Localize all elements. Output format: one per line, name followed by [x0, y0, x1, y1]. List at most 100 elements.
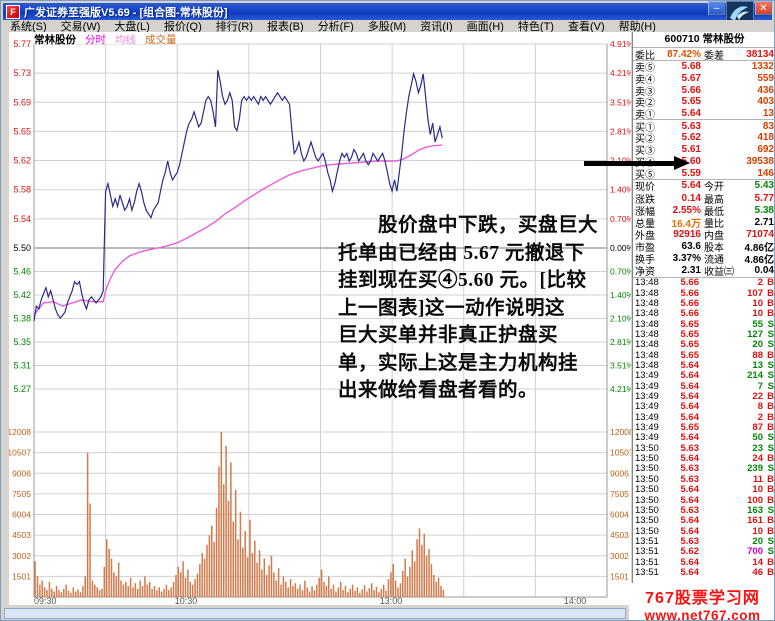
- svg-text:9006: 9006: [610, 468, 629, 478]
- status-bar: [4, 608, 626, 619]
- svg-text:0.00%: 0.00%: [610, 243, 631, 253]
- ask-row: 卖① 5.64 13: [635, 108, 774, 122]
- annotation-line: 托单由已经由 5.67 元撤退下: [338, 242, 585, 264]
- svg-text:2.10%: 2.10%: [610, 314, 631, 324]
- minimize-button[interactable]: –: [708, 1, 725, 15]
- watermark-url: www.net767.com: [644, 608, 761, 621]
- detail-row: 涨跌 0.14 最高 5.77: [635, 192, 774, 206]
- menu-item[interactable]: 大盘(L): [114, 21, 150, 33]
- tick-row: 13:51 5.64 46 B: [635, 566, 774, 578]
- chart-tab-分时[interactable]: 分时: [85, 34, 106, 46]
- tick-row: 13:48 5.66 10 B: [635, 297, 774, 309]
- annotation-line: 单，实际上这是主力机构挂: [338, 352, 579, 374]
- quote-panel: 600710 常林股份 委比 87.42% 委差 38134 卖⑤ 5.68 1332 卖④ 5…: [632, 32, 774, 605]
- annotation-text: 股价盘中下跌，买盘巨大 托单由已经由 5.67 元撤退下 挂到现在买④5.60 元。…: [338, 212, 634, 405]
- tick-row: 13:49 5.65 87 B: [635, 422, 774, 434]
- tick-row: 13:48 5.65 55 S: [635, 318, 774, 330]
- tick-row: 13:48 5.65 88 B: [635, 349, 774, 361]
- svg-text:3002: 3002: [12, 551, 31, 561]
- svg-text:10507: 10507: [610, 448, 631, 458]
- tick-row: 13:48 5.65 127 S: [635, 329, 774, 341]
- svg-text:09:30: 09:30: [34, 596, 57, 605]
- menu-item[interactable]: 资讯(I): [420, 21, 453, 33]
- menu-item[interactable]: 系统(S): [10, 21, 47, 33]
- svg-text:10507: 10507: [9, 448, 31, 458]
- svg-text:14:00: 14:00: [564, 596, 587, 605]
- ask-row: 卖⑤ 5.68 1332: [635, 61, 774, 75]
- tick-row: 13:50 5.63 163 S: [635, 504, 774, 516]
- ask-row: 卖③ 5.66 436: [635, 84, 774, 98]
- bid-row: 买⑤ 5.59 146: [635, 167, 774, 181]
- tick-row: 13:48 5.66 10 B: [635, 308, 774, 320]
- svg-text:3.51%: 3.51%: [610, 361, 631, 371]
- chart-stock-name: 常林股份: [34, 34, 76, 46]
- tick-row: 13:48 5.66 107 B: [635, 287, 774, 299]
- tick-row: 13:50 5.64 10 B: [635, 484, 774, 496]
- svg-text:4.21%: 4.21%: [610, 68, 631, 78]
- ask-row: 卖② 5.65 403: [635, 96, 774, 110]
- svg-text:12008: 12008: [9, 427, 31, 437]
- svg-text:5.42: 5.42: [13, 290, 31, 300]
- separator: [633, 60, 774, 61]
- svg-text:1501: 1501: [610, 571, 629, 581]
- weibi-row: 委比 87.42% 委差 38134: [635, 48, 774, 62]
- annotation-line: 巨大买单并非真正护盘买: [338, 325, 559, 346]
- svg-text:6004: 6004: [610, 510, 629, 520]
- svg-text:5.77: 5.77: [13, 39, 31, 49]
- svg-text:1.40%: 1.40%: [610, 185, 631, 195]
- title-bar[interactable]: F 广发证券至强版V5.69 - [组合图-常林股份]: [3, 3, 772, 20]
- menu-item[interactable]: 多股(M): [367, 21, 407, 33]
- window-title: 广发证券至强版V5.69 - [组合图-常林股份]: [24, 6, 228, 19]
- tick-row: 13:50 5.63 23 S: [635, 442, 774, 454]
- svg-text:5.62: 5.62: [13, 156, 31, 166]
- detail-row: 市盈 63.6 股本 4.86亿: [635, 240, 774, 254]
- svg-text:7505: 7505: [610, 489, 629, 499]
- tick-row: 13:49 5.64 214 S: [635, 370, 774, 382]
- menu-item[interactable]: 分析(F): [317, 21, 354, 33]
- timeshare-chart[interactable]: 5.77 4.91% 5.73 4.21% 5.69 3.51% 5.65 2.81% 5.62…: [9, 32, 631, 605]
- chart-tab-均线[interactable]: 均线: [115, 34, 136, 46]
- chart-subheader: 常林股份 分时 均线 成交量: [31, 32, 180, 46]
- menu-item[interactable]: 查看(V): [567, 21, 605, 33]
- detail-row: 现价 5.64 今开 5.43: [635, 180, 774, 194]
- tick-row: 13:48 5.66 2 B: [635, 277, 774, 289]
- detail-row: 涨幅 2.55% 最低 5.38: [635, 204, 774, 218]
- menu-item[interactable]: 排行(R): [215, 21, 254, 33]
- menu-item[interactable]: 报价(Q): [163, 21, 202, 33]
- menu-item[interactable]: 特色(T): [517, 21, 554, 33]
- menu-item[interactable]: 画面(H): [466, 21, 504, 33]
- menu-item[interactable]: 帮助(H): [618, 21, 656, 33]
- bid-row: 买② 5.62 418: [635, 132, 774, 146]
- app-icon: F: [6, 4, 20, 19]
- tick-row: 13:49 5.64 2 B: [635, 411, 774, 423]
- tick-row: 13:51 5.64 14 B: [635, 556, 774, 568]
- separator: [633, 178, 774, 180]
- detail-row: 换手 3.37% 流通 4.86亿: [635, 252, 774, 266]
- menu-item[interactable]: 交易(W): [60, 21, 101, 33]
- svg-text:2.81%: 2.81%: [610, 337, 631, 347]
- annotation-line: 上一图表]这一动作说明这: [338, 297, 565, 319]
- watermark: 767股票学习网 www.net767.com: [629, 583, 774, 621]
- quote-panel-body: 委比 87.42% 委差 38134 卖⑤ 5.68 1332 卖④ 5.67 559 卖③ 5.66…: [633, 48, 774, 578]
- svg-text:7505: 7505: [12, 489, 31, 499]
- svg-text:5.35: 5.35: [13, 337, 31, 347]
- tick-row: 13:51 5.62 700 S: [635, 546, 774, 558]
- tick-row: 13:49 5.64 8 B: [635, 401, 774, 413]
- menu-bar: 系统(S) 交易(W) 大盘(L) 报价(Q) 排行(R) 报表(B) 分析(F) 多股(M)…: [3, 20, 772, 33]
- close-button[interactable]: ✕: [755, 1, 772, 15]
- tick-row: 13:51 5.63 20 S: [635, 535, 774, 547]
- annotation-arrow-icon: [584, 156, 690, 170]
- svg-text:5.38: 5.38: [13, 314, 31, 324]
- ask-row: 卖④ 5.67 559: [635, 73, 774, 87]
- svg-text:5.27: 5.27: [13, 384, 31, 394]
- svg-text:5.65: 5.65: [13, 126, 31, 136]
- watermark-site-name: 767股票学习网: [645, 590, 760, 607]
- bid-row: 买① 5.63 83: [635, 120, 774, 134]
- svg-text:5.54: 5.54: [13, 214, 31, 224]
- menu-item[interactable]: 报表(B): [267, 21, 304, 33]
- tick-row: 13:50 5.63 11 B: [635, 473, 774, 485]
- tick-row: 13:50 5.63 239 S: [635, 463, 774, 475]
- chart-tab-成交量[interactable]: 成交量: [145, 34, 177, 46]
